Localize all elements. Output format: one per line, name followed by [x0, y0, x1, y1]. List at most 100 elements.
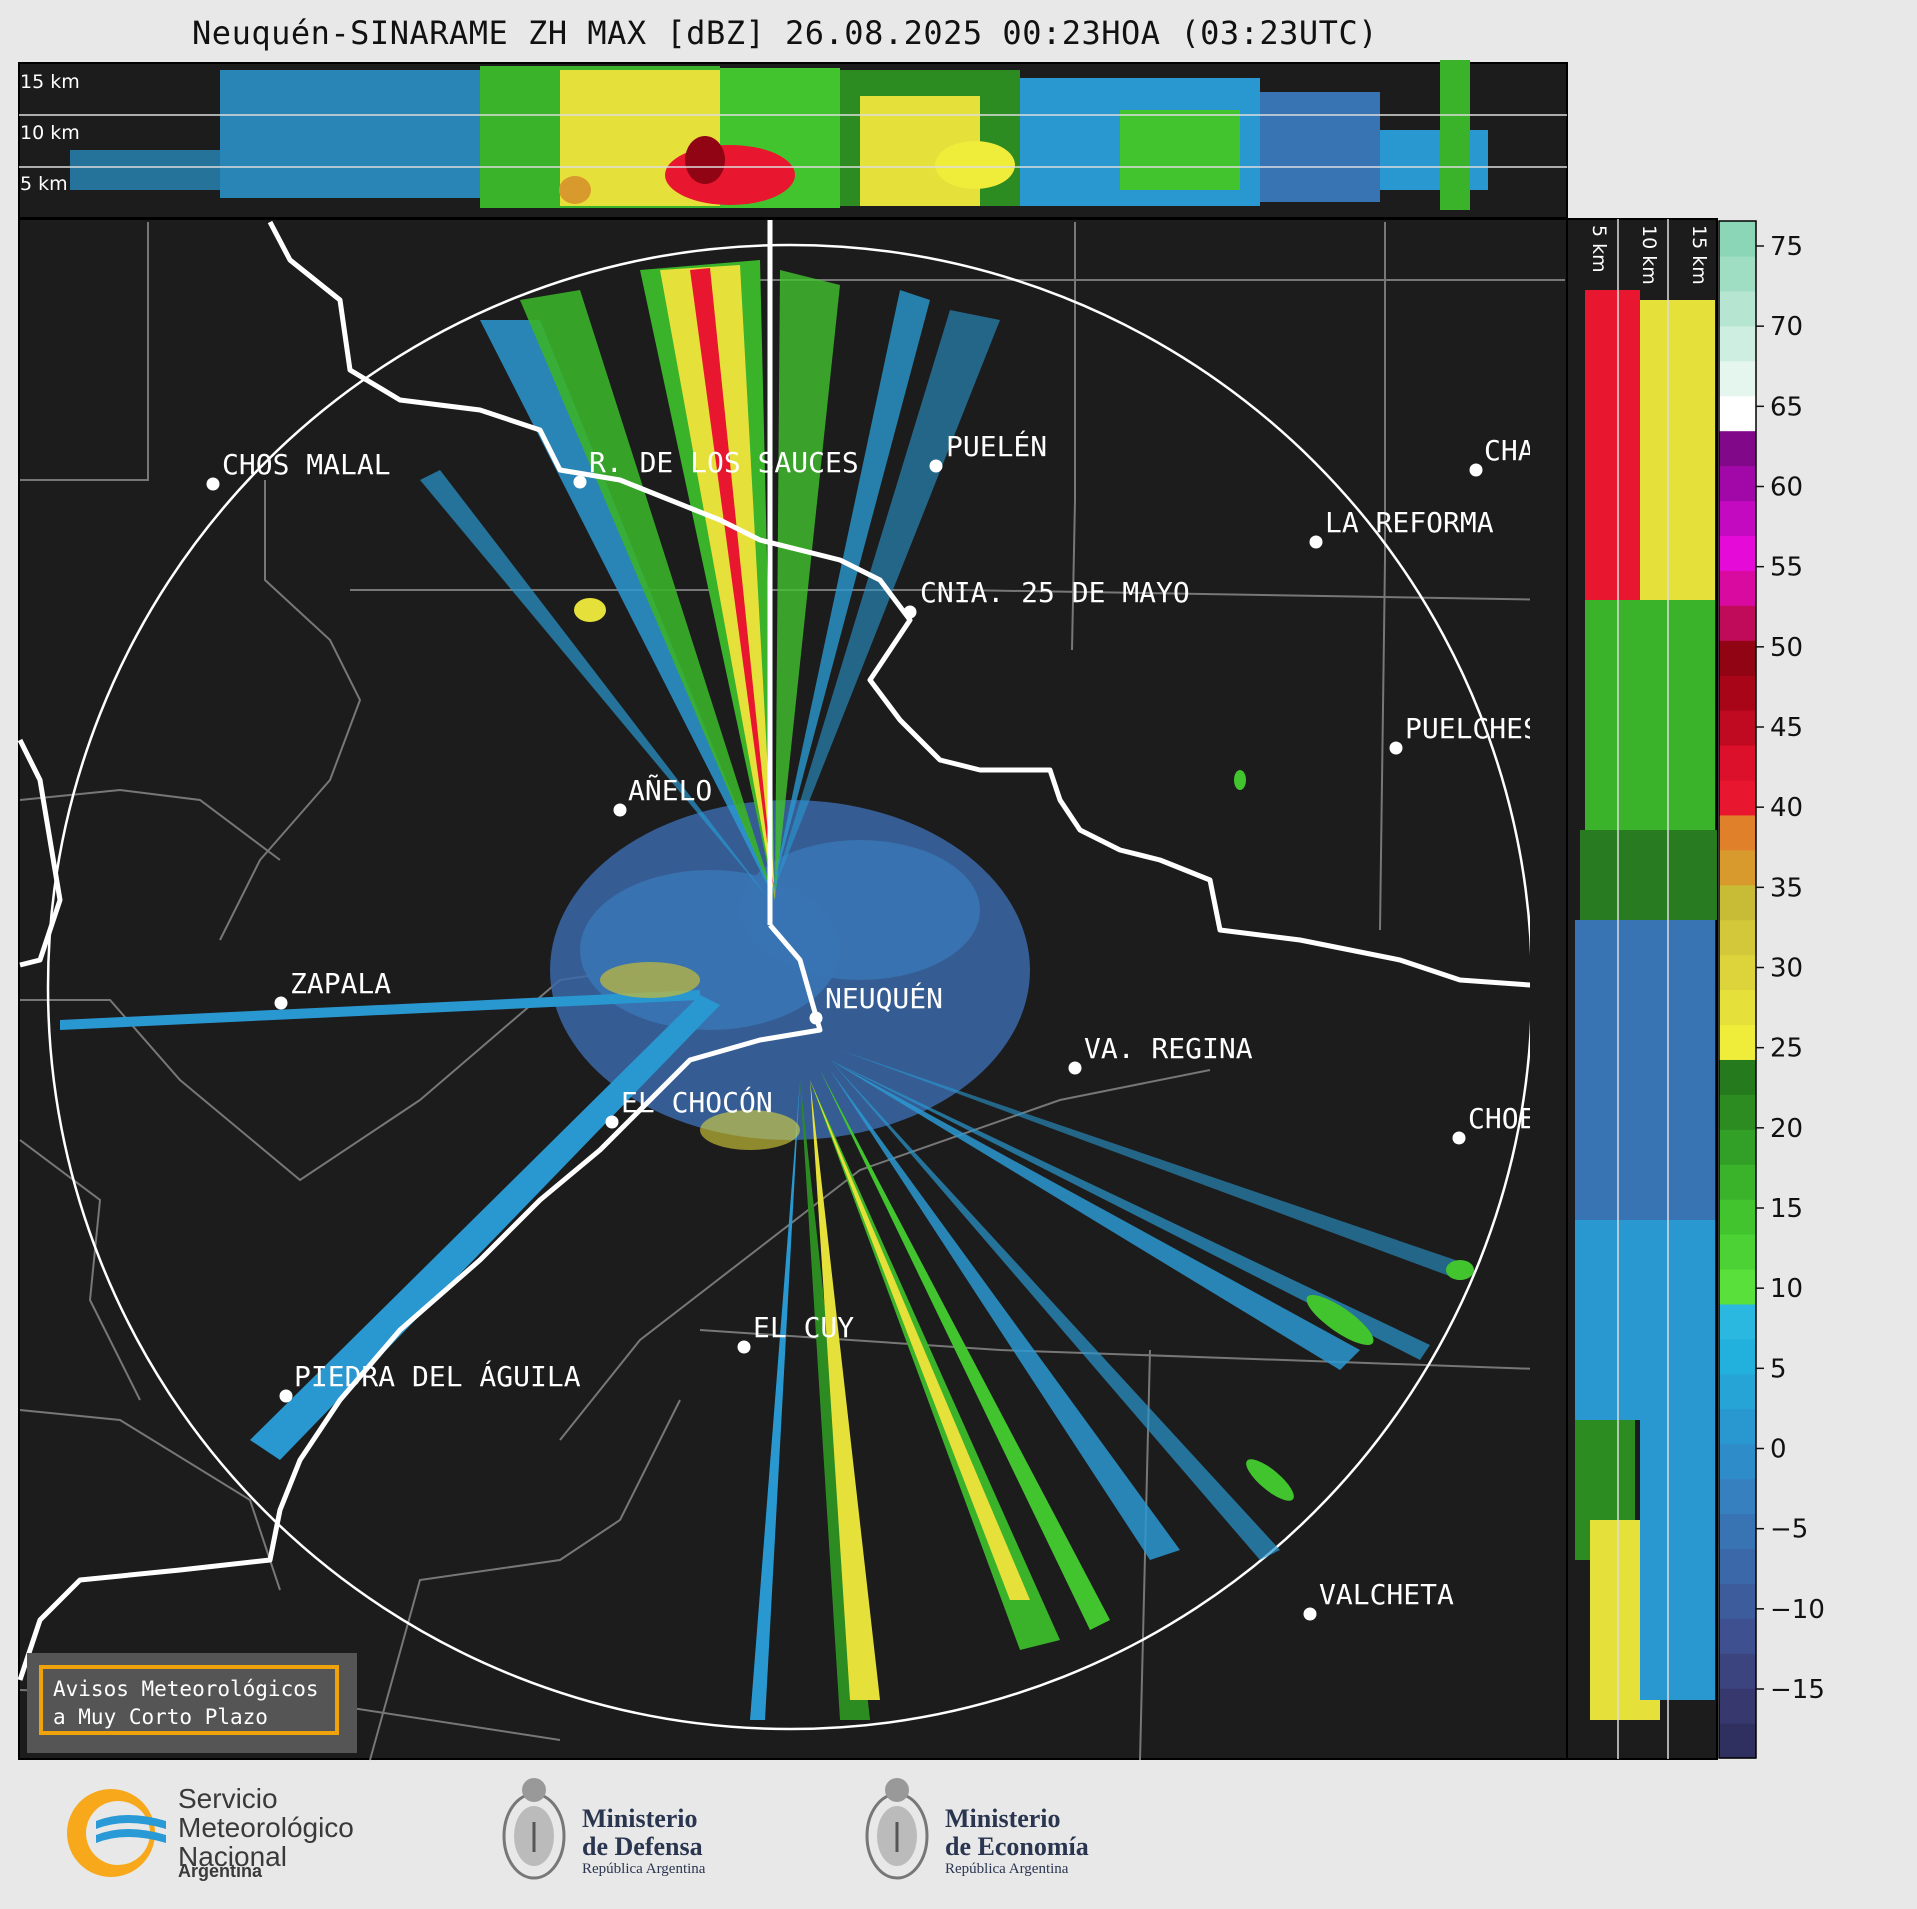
- colorbar-swatch: [1719, 1338, 1756, 1375]
- colorbar-tick-label: 45: [1770, 713, 1803, 743]
- colorbar-swatch: [1719, 221, 1756, 257]
- colorbar-swatch: [1719, 1653, 1756, 1689]
- svg-text:EL CUY: EL CUY: [753, 1311, 854, 1344]
- smn-logo-text: Servicio Meteorológico Nacional: [178, 1783, 354, 1872]
- city-anelo: AÑELO: [613, 773, 712, 817]
- colorbar-swatch: [1719, 954, 1756, 991]
- colorbar-swatch: [1719, 255, 1756, 292]
- colorbar-swatch: [1719, 1024, 1756, 1060]
- colorbar-swatch: [1719, 1548, 1756, 1584]
- colorbar-swatch: [1719, 1408, 1756, 1445]
- colorbar-tick-label: −15: [1770, 1675, 1825, 1705]
- svg-text:R. DE LOS SAUCES: R. DE LOS SAUCES: [589, 446, 859, 479]
- svg-text:PIEDRA DEL ÁGUILA: PIEDRA DEL ÁGUILA: [294, 1359, 581, 1393]
- defensa-seal-icon: [502, 1778, 566, 1880]
- city-chos-malal: CHOS MALAL: [206, 448, 391, 491]
- main-radar-map: CHOS MALAL R. DE LOS SAUCES PUELÉN CHACH…: [17, 218, 1569, 1761]
- colorbar-swatch: [1719, 744, 1756, 781]
- colorbar-tick-label: 55: [1770, 553, 1803, 583]
- colorbar-tick-label: 75: [1770, 232, 1803, 262]
- top-cross-section: 15 km 10 km 5 km: [18, 60, 1568, 219]
- city-valcheta: VALCHETA: [1303, 1578, 1454, 1621]
- colorbar-tick-label: 70: [1770, 312, 1803, 342]
- colorbar-tick-label: 20: [1770, 1114, 1803, 1144]
- colorbar-swatch: [1719, 290, 1756, 327]
- top-km-15: 15 km: [20, 71, 80, 93]
- smn-logo-sub: Argentina: [178, 1861, 263, 1881]
- colorbar-swatch: [1719, 675, 1756, 711]
- colorbar-swatch: [1719, 360, 1756, 397]
- svg-text:AÑELO: AÑELO: [628, 773, 712, 807]
- colorbar-tick-label: 5: [1770, 1354, 1787, 1384]
- city-piedra-del-aguila: PIEDRA DEL ÁGUILA: [279, 1359, 581, 1403]
- colorbar-swatch: [1719, 1094, 1756, 1130]
- page-title: Neuquén-SINARAME ZH MAX [dBZ] 26.08.2025…: [192, 14, 1378, 52]
- colorbar-tick-label: 50: [1770, 633, 1803, 663]
- svg-text:ZAPALA: ZAPALA: [290, 967, 391, 1000]
- defensa-logo-text: Ministerio de Defensa República Argentin…: [582, 1804, 706, 1878]
- city-el-cuy: EL CUY: [737, 1311, 854, 1354]
- colorbar-swatch: [1719, 1443, 1756, 1480]
- colorbar-swatches: [1719, 221, 1756, 1759]
- colorbar-swatch: [1719, 605, 1756, 641]
- warning-box: Avisos Meteorológicos a Muy Corto Plazo: [27, 1653, 357, 1753]
- colorbar-swatch: [1719, 465, 1756, 502]
- colorbar-tick-label: 40: [1770, 793, 1803, 823]
- colorbar-swatch: [1719, 1688, 1756, 1724]
- colorbar-swatch: [1719, 1129, 1756, 1165]
- colorbar-swatch: [1719, 500, 1756, 536]
- colorbar-swatch: [1719, 535, 1756, 571]
- reflectivity-field: [60, 260, 1474, 1720]
- smn-logo-icon: [67, 1789, 166, 1877]
- colorbar-tick-label: 30: [1770, 954, 1803, 984]
- colorbar-tick-label: 10: [1770, 1274, 1803, 1304]
- top-km-5: 5 km: [20, 173, 68, 195]
- svg-text:CNIA. 25 DE MAYO: CNIA. 25 DE MAYO: [920, 576, 1190, 609]
- colorbar-swatch: [1719, 919, 1756, 956]
- svg-text:PUELCHES: PUELCHES: [1405, 712, 1540, 745]
- colorbar-swatch: [1719, 884, 1756, 921]
- svg-text:EL CHOCÓN: EL CHOCÓN: [621, 1085, 773, 1119]
- city-zapala: ZAPALA: [274, 967, 391, 1010]
- city-el-chocon: EL CHOCÓN: [605, 1085, 773, 1129]
- city-r-de-los-sauces: R. DE LOS SAUCES: [573, 446, 859, 489]
- colorbar-tick-label: 15: [1770, 1194, 1803, 1224]
- svg-text:LA REFORMA: LA REFORMA: [1325, 506, 1494, 539]
- colorbar-swatch: [1719, 1234, 1756, 1270]
- colorbar-swatch: [1719, 325, 1756, 362]
- side-echo-field: [1575, 290, 1717, 1720]
- colorbar-swatch: [1719, 1583, 1756, 1619]
- economia-logo-text: Ministerio de Economía República Argenti…: [945, 1804, 1089, 1878]
- colorbar-swatch: [1719, 1303, 1756, 1340]
- colorbar-swatch: [1719, 849, 1756, 886]
- colorbar-swatch: [1719, 1059, 1756, 1095]
- city-puelen: PUELÉN: [929, 429, 1047, 473]
- side-km-10: 10 km: [1638, 225, 1660, 285]
- province-borders: [17, 220, 1566, 1681]
- colorbar-swatch: [1719, 1478, 1756, 1515]
- colorbar-swatch: [1719, 1199, 1756, 1235]
- colorbar-tick-label: −5: [1770, 1515, 1808, 1545]
- colorbar-tick-label: −10: [1770, 1595, 1825, 1625]
- city-puelches: PUELCHES: [1389, 712, 1540, 755]
- city-cnia-25-de-mayo: CNIA. 25 DE MAYO: [903, 576, 1190, 619]
- colorbar-swatch: [1719, 395, 1756, 432]
- svg-text:CHOS MALAL: CHOS MALAL: [222, 448, 391, 481]
- colorbar-swatch: [1719, 570, 1756, 606]
- colorbar-tick-label: 25: [1770, 1034, 1803, 1064]
- colorbar-swatch: [1719, 989, 1756, 1026]
- colorbar-swatch: [1719, 779, 1756, 816]
- warning-line-1: Avisos Meteorológicos: [53, 1677, 319, 1701]
- side-cross-section: 5 km 10 km 15 km: [1566, 218, 1718, 1760]
- colorbar-swatch: [1719, 1268, 1756, 1305]
- colorbar-swatch: [1719, 1513, 1756, 1550]
- colorbar-swatch: [1719, 814, 1756, 851]
- colorbar-swatch: [1719, 710, 1756, 746]
- warning-line-2: a Muy Corto Plazo: [53, 1705, 268, 1729]
- colorbar-tick-label: 0: [1770, 1435, 1787, 1465]
- side-km-5: 5 km: [1588, 225, 1610, 273]
- colorbar-swatch: [1719, 430, 1756, 467]
